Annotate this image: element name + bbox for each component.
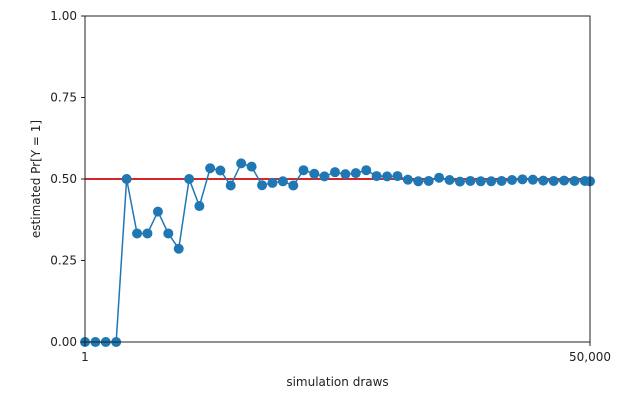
data-point xyxy=(350,168,361,179)
data-point xyxy=(205,163,216,174)
data-point xyxy=(486,176,497,187)
plot-layer xyxy=(80,158,595,347)
data-point xyxy=(257,180,268,191)
data-point xyxy=(465,175,476,186)
data-point xyxy=(121,174,132,184)
data-point xyxy=(309,168,320,179)
data-point xyxy=(288,180,299,191)
data-point xyxy=(330,167,341,178)
data-point xyxy=(507,174,518,185)
data-point xyxy=(569,175,580,186)
data-point xyxy=(163,228,174,239)
data-point xyxy=(132,228,143,239)
data-point xyxy=(340,169,351,180)
data-point xyxy=(423,175,434,186)
x-axis-label: simulation draws xyxy=(286,375,388,389)
data-point xyxy=(444,174,455,185)
data-point xyxy=(361,165,372,176)
data-point xyxy=(267,177,278,188)
data-point xyxy=(475,176,486,187)
y-tick-label: 0.50 xyxy=(50,172,77,186)
data-point xyxy=(152,206,163,217)
x-tick-label: 1 xyxy=(81,350,89,364)
data-point xyxy=(527,174,538,185)
data-point xyxy=(184,174,195,184)
y-tick-label: 0.25 xyxy=(50,254,77,268)
data-point xyxy=(215,165,226,176)
data-point xyxy=(413,176,424,187)
data-point xyxy=(454,176,465,187)
data-point xyxy=(402,174,413,185)
y-axis-label: estimated Pr[Y = 1] xyxy=(29,120,43,238)
y-tick-label: 0.00 xyxy=(50,335,77,349)
x-tick-label: 50,000 xyxy=(569,350,611,364)
data-point xyxy=(142,228,153,239)
data-point xyxy=(298,165,309,176)
data-point xyxy=(277,176,288,187)
data-point xyxy=(319,171,330,182)
tick-layer: 0.00 0.25 0.50 0.75 1.00 1 50,000 xyxy=(50,9,611,364)
data-point xyxy=(371,171,382,182)
data-point xyxy=(392,171,403,182)
data-point xyxy=(559,175,570,186)
data-point xyxy=(173,243,184,254)
y-tick-label: 1.00 xyxy=(50,9,77,23)
data-point xyxy=(246,161,257,172)
data-point xyxy=(236,158,247,169)
y-tick-label: 0.75 xyxy=(50,91,77,105)
data-point xyxy=(538,175,549,186)
data-point xyxy=(517,174,528,185)
data-point xyxy=(496,175,507,186)
data-point xyxy=(548,175,559,186)
data-point xyxy=(434,172,445,183)
data-point xyxy=(225,180,236,191)
data-point xyxy=(382,171,393,182)
data-point xyxy=(194,201,205,212)
